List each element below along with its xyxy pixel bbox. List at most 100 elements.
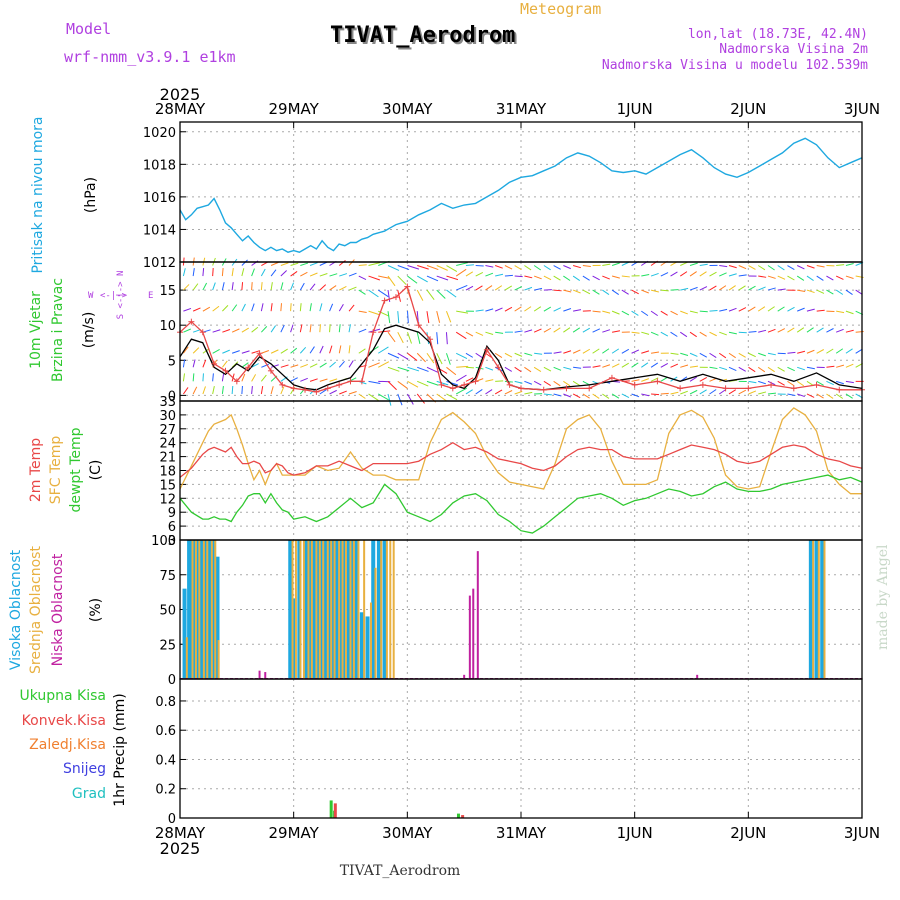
time-label-bottom: 28MAY bbox=[155, 824, 206, 842]
mid-cloud-bar bbox=[812, 540, 815, 679]
high-cloud-bar bbox=[320, 540, 325, 679]
wind-arrow bbox=[436, 311, 441, 323]
wind-arrow bbox=[748, 390, 757, 395]
wind-arrow bbox=[699, 331, 707, 337]
wind-arrow bbox=[358, 289, 366, 295]
wind-arrow bbox=[524, 391, 533, 395]
wind-arrow bbox=[446, 366, 457, 376]
wind-arrow bbox=[719, 265, 728, 268]
y-tick-label: 9 bbox=[168, 506, 176, 521]
bottom-station-title: TIVAT_Aerodrom bbox=[340, 863, 461, 879]
wind-arrow bbox=[290, 377, 298, 382]
wind-arrow bbox=[406, 311, 409, 324]
wind-arrow bbox=[202, 359, 207, 368]
wind-arrow bbox=[816, 265, 825, 268]
wind-arrow bbox=[504, 285, 513, 291]
wind-arrow bbox=[348, 272, 357, 277]
wind-arrow bbox=[338, 324, 341, 333]
high-cloud-bar bbox=[200, 540, 205, 679]
wind-arrow bbox=[465, 352, 474, 358]
wind-arrow bbox=[524, 366, 532, 373]
wind-arrow bbox=[241, 350, 250, 354]
wind-arrow bbox=[660, 331, 669, 337]
wind-arrow bbox=[290, 364, 299, 368]
wind-arrow bbox=[797, 289, 806, 292]
wind-arrow bbox=[758, 275, 767, 278]
wind-arrow bbox=[718, 285, 727, 291]
wind-arrow bbox=[670, 352, 679, 355]
wind-arrow bbox=[504, 274, 513, 277]
wind-arrow bbox=[602, 310, 611, 314]
wind-arrow bbox=[563, 265, 571, 270]
wind-arrow bbox=[787, 393, 796, 396]
wind-arrow bbox=[319, 324, 321, 333]
wind-arrow bbox=[465, 366, 474, 369]
time-label-bottom: 2JUN bbox=[730, 824, 766, 842]
pressure-axis-title: Pritisak na nivou mora (hPa) bbox=[30, 116, 99, 273]
wind-arrow bbox=[534, 352, 543, 355]
wind-arrow bbox=[836, 380, 844, 385]
pressure-line bbox=[179, 137, 863, 253]
wind-arrow bbox=[446, 380, 459, 386]
wind-arrow bbox=[192, 359, 196, 368]
wind-arrow bbox=[416, 275, 428, 283]
time-label-bottom: 29MAY bbox=[269, 824, 320, 842]
wind-arrow bbox=[543, 265, 551, 271]
wind-arrow bbox=[339, 390, 347, 395]
wind-arrow bbox=[738, 274, 747, 277]
wind-arrow bbox=[514, 306, 522, 312]
wind-arrow bbox=[221, 360, 228, 368]
wind-arrow bbox=[426, 332, 430, 345]
wind-arrow bbox=[495, 331, 504, 334]
wind-arrow bbox=[592, 365, 601, 368]
high-cloud-bar bbox=[297, 540, 302, 679]
wind-arrow bbox=[758, 352, 766, 357]
wind-arrow bbox=[806, 308, 815, 312]
cloud-axis-title: Visoka Oblacnost Srednja Oblacnost Niska… bbox=[8, 546, 104, 674]
time-label-bottom: 30MAY bbox=[382, 824, 433, 842]
y-tick-label: 0.8 bbox=[155, 695, 176, 710]
wind-arrow bbox=[699, 352, 708, 358]
wind-arrow bbox=[592, 275, 600, 281]
y-tick-label: 0.6 bbox=[155, 724, 176, 739]
wind-arrow bbox=[494, 285, 503, 291]
wind-arrow bbox=[631, 310, 639, 316]
y-tick-label: 6 bbox=[168, 520, 176, 535]
wind-arrow bbox=[543, 393, 552, 396]
wind-arrow bbox=[455, 268, 467, 277]
high-cloud-bar bbox=[331, 540, 336, 679]
precip-legend-conv: Konvek.Kisa bbox=[22, 713, 106, 729]
wind-arrow bbox=[670, 310, 678, 316]
wind-arrow bbox=[387, 275, 396, 287]
wind-arrow bbox=[533, 306, 542, 312]
wind-arrow bbox=[290, 324, 294, 333]
wind-arrow bbox=[378, 393, 389, 401]
y-tick-label: 21 bbox=[159, 451, 176, 466]
wind-arrow bbox=[455, 387, 467, 395]
high-cloud-bar bbox=[305, 540, 310, 679]
wind-arrow bbox=[368, 362, 380, 368]
wind-arrow bbox=[602, 364, 611, 368]
precip-legend-snow: Snijeg bbox=[63, 761, 106, 777]
wind-arrow bbox=[631, 289, 639, 295]
wind-arrow bbox=[241, 282, 244, 291]
wind-arrow bbox=[582, 275, 590, 281]
wind-arrow bbox=[621, 393, 630, 399]
wind-arrow bbox=[241, 362, 249, 368]
wind-arrow bbox=[777, 265, 785, 271]
wind-arrow bbox=[183, 307, 192, 312]
wind-arrow bbox=[192, 307, 201, 312]
mid-cloud-bar bbox=[206, 540, 209, 679]
wind-arrow bbox=[699, 286, 708, 291]
wind-arrow bbox=[641, 350, 650, 354]
wind-arrow bbox=[582, 327, 591, 333]
total-precip-bar bbox=[456, 813, 460, 818]
wind-arrow bbox=[456, 262, 468, 266]
compass-vertical: S <-|-> N bbox=[116, 271, 126, 320]
cloud-ylabel-low: Niska Oblacnost bbox=[50, 553, 66, 666]
wind-arrow bbox=[621, 275, 630, 278]
wind-arrow bbox=[650, 331, 659, 336]
wind-arrow bbox=[183, 284, 190, 291]
wind-arrow bbox=[572, 265, 581, 269]
high-cloud-bar bbox=[191, 540, 196, 679]
